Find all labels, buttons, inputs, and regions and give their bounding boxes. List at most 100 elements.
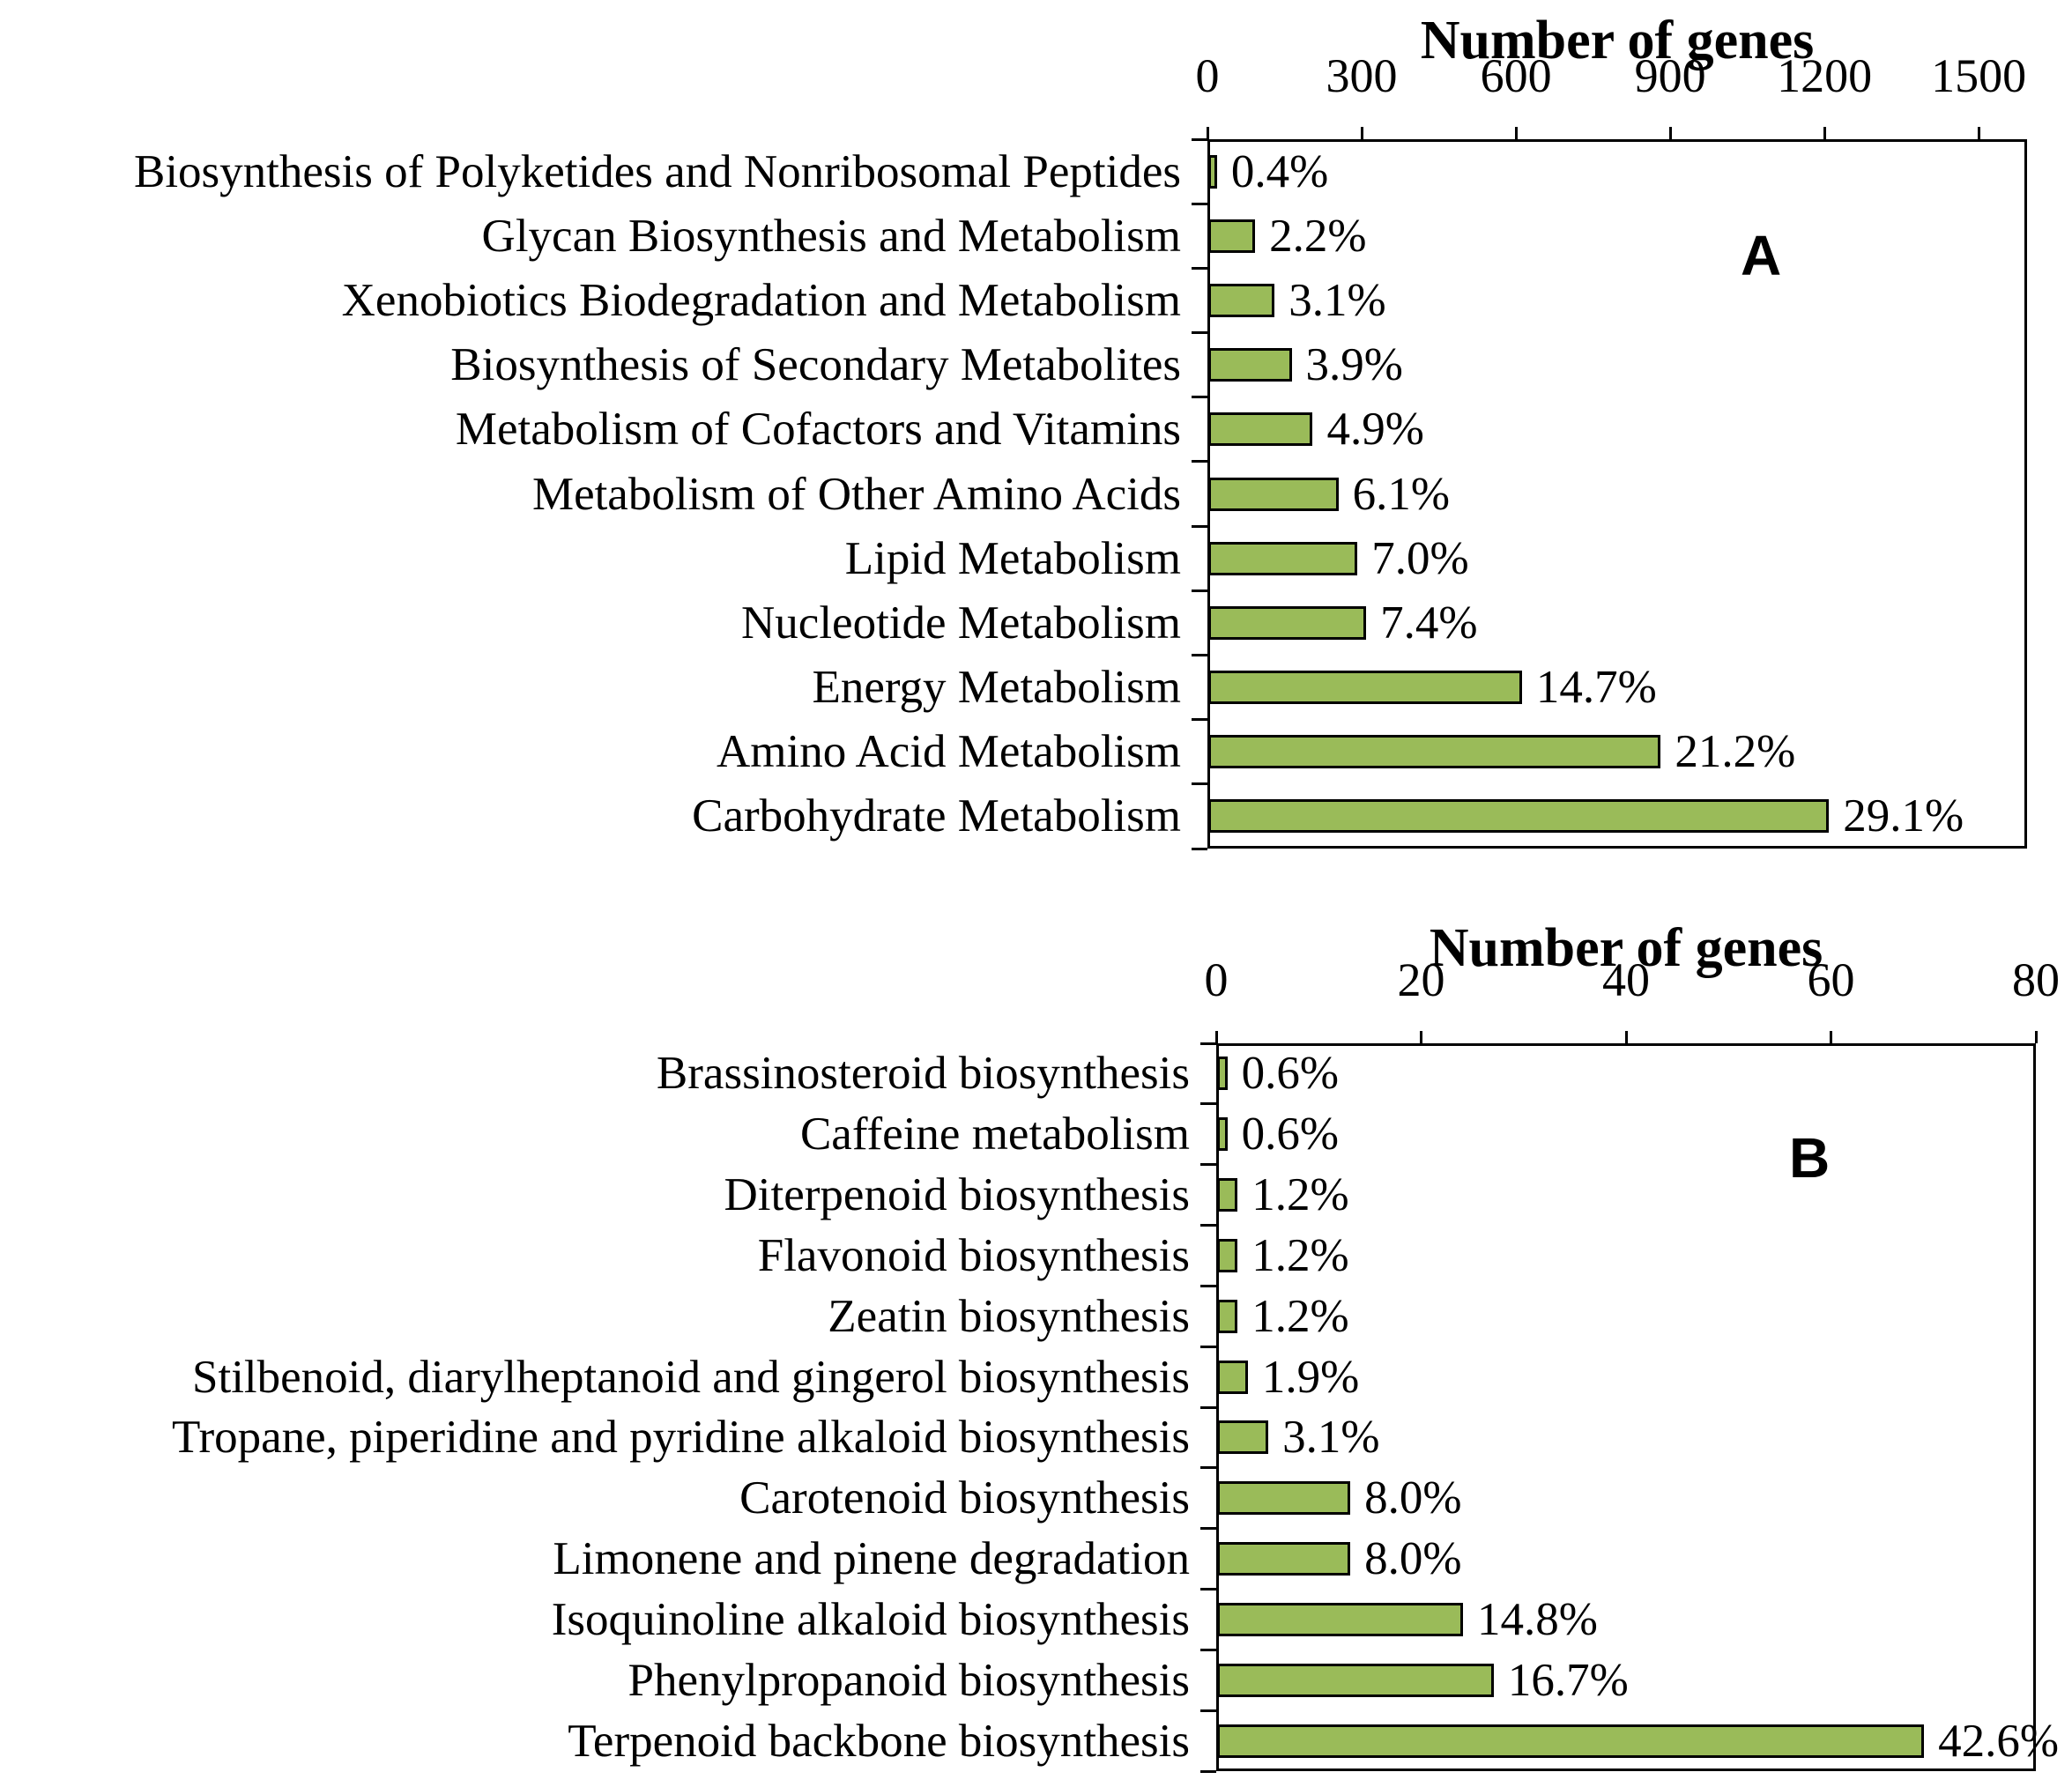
category-label: Carotenoid biosynthesis (739, 1472, 1190, 1524)
category-label: Carbohydrate Metabolism (692, 790, 1181, 842)
category-label: Glycan Biosynthesis and Metabolism (481, 210, 1181, 262)
x-axis-tick-label: 1500 (1931, 49, 2027, 102)
percent-label: 1.9% (1261, 1351, 1360, 1403)
category-label: Stilbenoid, diarylheptanoid and gingerol… (192, 1351, 1190, 1403)
y-axis-tick-mark (1192, 847, 1207, 850)
y-axis-tick-mark (1200, 1102, 1216, 1106)
category-label: Metabolism of Cofactors and Vitamins (455, 404, 1181, 456)
bar (1208, 283, 1275, 317)
category-label: Tropane, piperidine and pyridine alkaloi… (171, 1412, 1190, 1464)
bar (1208, 154, 1217, 189)
bar (1217, 1178, 1238, 1212)
percent-label: 29.1% (1843, 790, 1964, 842)
x-axis-tick-mark (1214, 1031, 1218, 1043)
x-axis-tick-mark (1668, 127, 1672, 139)
plot-area (1216, 1043, 2036, 1771)
x-axis-tick-mark (1206, 127, 1209, 139)
y-axis-tick-mark (1200, 1163, 1216, 1167)
percent-label: 42.6% (1938, 1715, 2060, 1767)
y-axis-tick-mark (1192, 718, 1207, 722)
x-axis-tick-label: 80 (2012, 953, 2060, 1006)
y-axis-tick-mark (1192, 589, 1207, 592)
bar (1217, 1238, 1238, 1272)
x-axis-tick-mark (1830, 1031, 1832, 1043)
category-label: Brassinosteroid biosynthesis (656, 1048, 1190, 1100)
percent-label: 21.2% (1675, 726, 1796, 778)
y-axis-tick-mark (1192, 524, 1207, 528)
y-axis-tick-mark (1200, 1284, 1216, 1287)
x-axis-tick-mark (1420, 1031, 1422, 1043)
bar (1208, 799, 1830, 834)
bar (1208, 477, 1339, 511)
y-axis-tick-mark (1192, 782, 1207, 786)
x-axis-tick-label: 40 (1602, 953, 1650, 1006)
percent-label: 0.4% (1230, 145, 1329, 197)
y-axis-tick-mark (1200, 1042, 1216, 1045)
y-axis-tick-mark (1192, 653, 1207, 656)
y-axis-tick-mark (1200, 1224, 1216, 1227)
percent-label: 7.4% (1380, 597, 1478, 649)
x-axis-tick-mark (1514, 127, 1518, 139)
x-axis-tick-label: 600 (1480, 49, 1552, 102)
x-axis-tick-label: 0 (1195, 49, 1220, 102)
x-axis-tick-mark (1360, 127, 1363, 139)
category-label: Nucleotide Metabolism (741, 597, 1181, 649)
category-label: Biosynthesis of Polyketides and Nonribos… (133, 145, 1181, 197)
x-axis-tick-label: 20 (1397, 953, 1445, 1006)
percent-label: 7.0% (1371, 532, 1469, 584)
y-axis-tick-mark (1200, 1527, 1216, 1531)
percent-label: 2.2% (1269, 210, 1367, 262)
bar (1208, 348, 1292, 382)
bar (1217, 1663, 1494, 1697)
category-label: Diterpenoid biosynthesis (724, 1169, 1190, 1221)
category-label: Amino Acid Metabolism (716, 726, 1181, 778)
percent-label: 3.1% (1289, 274, 1386, 326)
y-axis-tick-mark (1192, 460, 1207, 463)
bar (1208, 412, 1313, 447)
category-label: Lipid Metabolism (844, 532, 1181, 584)
bar (1208, 219, 1256, 253)
percent-label: 14.8% (1477, 1593, 1598, 1645)
bar (1208, 605, 1367, 640)
category-label: Limonene and pinene degradation (553, 1533, 1190, 1585)
x-axis-title: Number of genes (1420, 11, 1815, 70)
category-label: Terpenoid backbone biosynthesis (568, 1715, 1190, 1767)
y-axis-tick-mark (1200, 1648, 1216, 1651)
percent-label: 8.0% (1364, 1533, 1462, 1585)
x-axis-tick-label: 1200 (1777, 49, 1873, 102)
percent-label: 4.9% (1326, 404, 1424, 456)
category-label: Biosynthesis of Secondary Metabolites (450, 339, 1181, 391)
y-axis-tick-mark (1192, 137, 1207, 141)
x-axis-tick-label: 0 (1204, 953, 1229, 1006)
y-axis-tick-mark (1192, 331, 1207, 335)
x-axis-tick-mark (1823, 127, 1826, 139)
x-axis-title: Number of genes (1429, 918, 1823, 978)
percent-label: 0.6% (1241, 1048, 1340, 1100)
x-axis-tick-label: 60 (1807, 953, 1855, 1006)
x-axis-tick-mark (1977, 127, 1980, 139)
y-axis-tick-mark (1200, 1709, 1216, 1712)
percent-label: 3.9% (1305, 339, 1403, 391)
category-label: Phenylpropanoid biosynthesis (628, 1654, 1190, 1706)
x-axis-tick-mark (1624, 1031, 1628, 1043)
x-axis-tick-label: 900 (1634, 49, 1706, 102)
category-label: Caffeine metabolism (799, 1109, 1190, 1160)
bar (1217, 1542, 1351, 1576)
bar (1208, 735, 1661, 769)
percent-label: 1.2% (1251, 1290, 1349, 1342)
category-label: Isoquinoline alkaloid biosynthesis (551, 1593, 1190, 1645)
y-axis-tick-mark (1192, 396, 1207, 399)
category-label: Flavonoid biosynthesis (757, 1229, 1190, 1281)
y-axis-tick-mark (1200, 1345, 1216, 1348)
y-axis-tick-mark (1200, 1769, 1216, 1773)
category-label: Zeatin biosynthesis (828, 1290, 1190, 1342)
y-axis-tick-mark (1200, 1588, 1216, 1591)
percent-label: 1.2% (1251, 1169, 1349, 1221)
bar (1217, 1420, 1269, 1455)
category-label: Metabolism of Other Amino Acids (531, 468, 1181, 520)
bar (1217, 1057, 1228, 1091)
bar (1208, 541, 1358, 575)
